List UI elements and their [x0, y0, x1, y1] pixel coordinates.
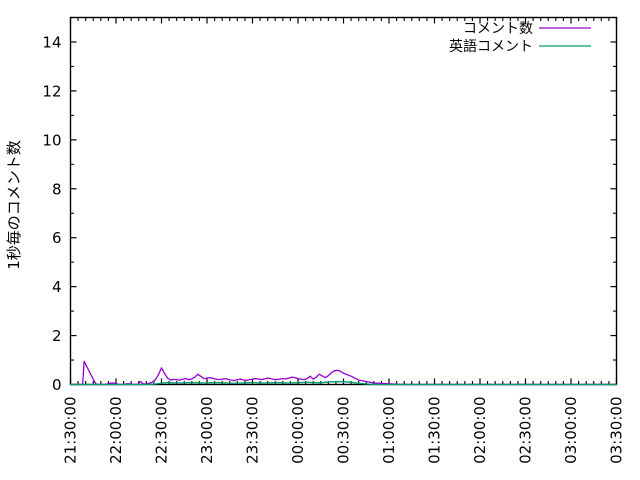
legend-label-1: コメント数: [463, 21, 533, 37]
x-tick-label: 02:00:00: [471, 397, 489, 464]
x-tick-label: 22:00:00: [107, 397, 125, 464]
y-tick-label: 12: [42, 82, 61, 100]
plot-frame: [69, 16, 618, 386]
y-axis-title-label: 1秒毎のコメント数: [5, 140, 23, 270]
x-tick-label: 03:00:00: [562, 397, 580, 464]
y-tick-label: 4: [52, 278, 62, 296]
x-tick-label: 01:00:00: [380, 397, 398, 464]
series-layer: [69, 360, 618, 386]
y-axis-title: 1秒毎のコメント数: [5, 140, 23, 270]
x-tick-label: 02:30:00: [517, 397, 535, 464]
axis-minor-ticks: [70, 16, 617, 385]
x-tick-label: 23:30:00: [244, 397, 262, 464]
x-tick-label: 01:30:00: [426, 397, 444, 464]
x-axis-ticks: 21:30:00 22:00:00 22:30:00 23:00:00 23:30:00…: [62, 17, 626, 464]
x-tick-label: 03:30:00: [608, 397, 626, 464]
y-axis-ticks: 0 2 4 6 8 10 12 14: [42, 33, 617, 394]
y-tick-label: 0: [52, 376, 62, 394]
y-tick-label: 14: [42, 33, 61, 51]
x-tick-label: 22:30:00: [153, 397, 171, 464]
x-tick-label: 00:30:00: [335, 397, 353, 464]
series-line-2: [69, 380, 618, 386]
legend-label-2: 英語コメント: [449, 38, 533, 55]
x-tick-label: 21:30:00: [62, 397, 80, 464]
x-tick-label: 00:00:00: [289, 397, 307, 464]
x-tick-label: 23:00:00: [198, 397, 216, 464]
y-tick-label: 8: [52, 180, 62, 198]
y-tick-label: 10: [42, 131, 61, 149]
y-tick-label: 2: [52, 327, 62, 345]
y-tick-label: 6: [52, 229, 62, 247]
